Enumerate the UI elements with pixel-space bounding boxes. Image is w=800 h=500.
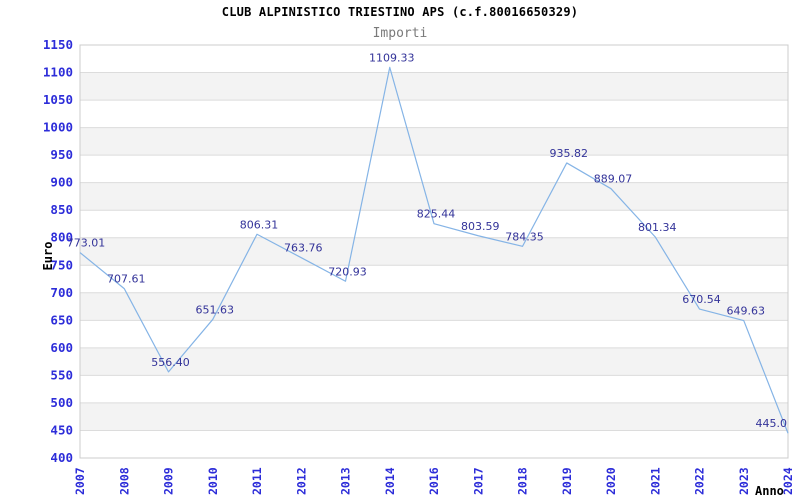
x-tick-label: 2009 [162, 467, 176, 495]
data-point-label: 720.93 [328, 265, 367, 278]
x-tick-label: 2012 [294, 467, 308, 495]
y-tick-label: 800 [50, 230, 73, 245]
chart-subtitle: Importi [372, 26, 428, 41]
y-tick-label: 700 [50, 285, 73, 300]
plot-band [80, 292, 788, 321]
y-tick-label: 550 [50, 367, 73, 382]
plot-band [80, 347, 788, 376]
data-point-label: 651.63 [196, 303, 235, 316]
y-tick-label: 500 [50, 395, 73, 410]
x-tick-label: 2023 [737, 467, 751, 495]
x-tick-label: 2007 [73, 467, 87, 495]
y-tick-label: 850 [50, 202, 73, 217]
data-point-label: 825.44 [417, 208, 456, 221]
plot-band [80, 402, 788, 431]
y-tick-label: 1150 [43, 37, 73, 52]
x-tick-label: 2014 [383, 467, 397, 495]
x-tick-label: 2019 [560, 467, 574, 495]
plot-band [80, 237, 788, 266]
plot-border [79, 44, 789, 459]
y-tick-label: 450 [50, 422, 73, 437]
x-tick-label: 2021 [648, 467, 662, 495]
data-point-label: 806.31 [240, 218, 279, 231]
data-point-label: 445.0 [756, 417, 788, 430]
x-tick-label: 2016 [427, 467, 441, 495]
plot-band [80, 72, 788, 101]
x-tick-label: 2022 [693, 467, 707, 495]
data-point-label: 763.76 [284, 242, 323, 255]
x-tick-label: 2024 [781, 467, 795, 495]
data-point-label: 670.54 [682, 293, 721, 306]
x-tick-label: 2017 [471, 467, 485, 495]
x-tick-label: 2010 [206, 467, 220, 495]
data-point-label: 1109.33 [369, 51, 415, 64]
plot-band [80, 127, 788, 156]
data-point-label: 556.40 [151, 356, 190, 369]
chart-title: CLUB ALPINISTICO TRIESTINO APS (c.f.8001… [221, 5, 579, 19]
y-tick-label: 650 [50, 312, 73, 327]
x-tick-label: 2011 [250, 467, 264, 495]
data-point-label: 707.61 [107, 273, 146, 286]
y-tick-label: 1100 [43, 65, 73, 80]
y-tick-label: 750 [50, 257, 73, 272]
x-tick-label: 2020 [604, 467, 618, 495]
plot-band [80, 182, 788, 211]
data-point-label: 649.63 [727, 305, 766, 318]
x-tick-label: 2013 [339, 467, 353, 495]
y-tick-label: 1000 [43, 120, 73, 135]
y-tick-label: 400 [50, 450, 73, 465]
x-tick-label: 2018 [516, 467, 530, 495]
data-point-label: 803.59 [461, 220, 500, 233]
data-point-label: 889.07 [594, 173, 633, 186]
y-tick-label: 600 [50, 340, 73, 355]
y-axis-title: Euro [41, 241, 55, 271]
y-tick-label: 900 [50, 175, 73, 190]
y-tick-label: 950 [50, 147, 73, 162]
x-tick-label: 2008 [117, 467, 131, 495]
data-point-label: 935.82 [550, 147, 589, 160]
data-point-label: 784.35 [505, 230, 544, 243]
y-tick-label: 1050 [43, 92, 73, 107]
data-line [79, 66, 789, 434]
data-point-label: 801.34 [638, 221, 677, 234]
x-axis-title: Anno [755, 484, 784, 498]
data-point-label: 773.01 [67, 237, 106, 250]
